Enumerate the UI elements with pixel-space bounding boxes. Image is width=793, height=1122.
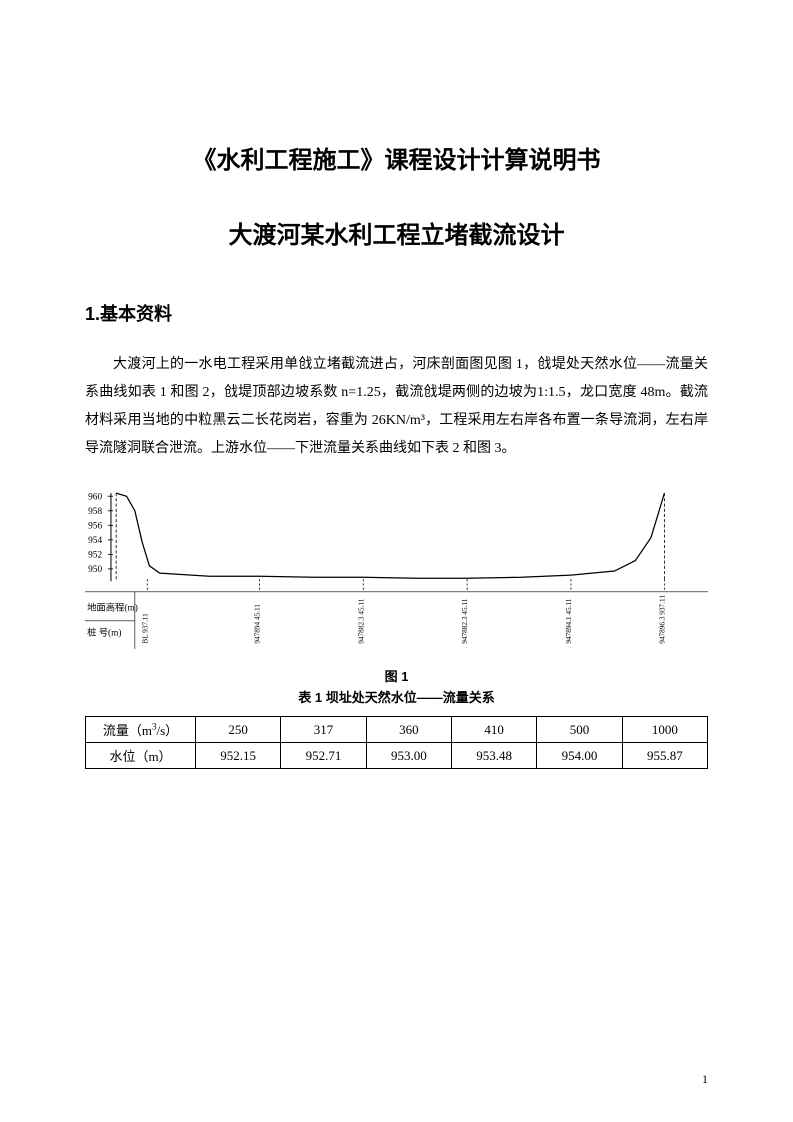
svg-text:950: 950	[88, 565, 102, 575]
svg-text:958: 958	[88, 507, 102, 517]
svg-text:桩 号(m): 桩 号(m)	[87, 626, 121, 638]
table-cell: 953.48	[451, 743, 536, 769]
table-cell: 955.87	[622, 743, 707, 769]
table-cell: 952.71	[281, 743, 366, 769]
svg-text:956: 956	[88, 521, 102, 531]
figure-1-caption: 图 1	[85, 666, 708, 685]
section-1-paragraph: 大渡河上的一水电工程采用单戗立堵截流进占，河床剖面图见图 1，戗堤处天然水位——…	[85, 351, 708, 463]
svg-text:BL 937.11: BL 937.11	[141, 613, 149, 644]
svg-text:947882.3 45.11: 947882.3 45.11	[461, 598, 469, 643]
table-1: 流量（m3/s） 250 317 360 410 500 1000 水位（m） …	[85, 716, 708, 769]
figure-1-chart: 960 958 956 954 952 950 地面高程(m) 桩 号(m) BL 937.11…	[85, 481, 708, 661]
table-cell: 954.00	[537, 743, 622, 769]
table-cell: 952.15	[196, 743, 281, 769]
table-cell: 360	[366, 717, 451, 743]
table-cell: 410	[451, 717, 536, 743]
document-subtitle: 大渡河某水利工程立堵截流设计	[85, 215, 708, 250]
svg-text:947882.3 45.11: 947882.3 45.11	[357, 598, 365, 643]
svg-text:947894.1 45.11: 947894.1 45.11	[565, 598, 573, 643]
table-cell-row-label: 水位（m）	[86, 743, 196, 769]
page-number: 1	[702, 1072, 708, 1087]
table-cell: 953.00	[366, 743, 451, 769]
svg-text:947896.3 937.11: 947896.3 937.11	[658, 595, 666, 644]
svg-text:954: 954	[88, 536, 102, 546]
svg-text:947894 45.11: 947894 45.11	[253, 604, 261, 644]
table-row: 水位（m） 952.15 952.71 953.00 953.48 954.00…	[86, 743, 708, 769]
document-title: 《水利工程施工》课程设计计算说明书	[85, 140, 708, 175]
table-row: 流量（m3/s） 250 317 360 410 500 1000	[86, 717, 708, 743]
svg-text:地面高程(m): 地面高程(m)	[87, 601, 138, 613]
table-cell: 250	[196, 717, 281, 743]
table-1-caption: 表 1 坝址处天然水位——流量关系	[85, 687, 708, 706]
table-cell: 317	[281, 717, 366, 743]
table-cell-row-label: 流量（m3/s）	[86, 717, 196, 743]
svg-text:952: 952	[88, 551, 102, 561]
table-cell: 500	[537, 717, 622, 743]
svg-text:960: 960	[88, 492, 102, 502]
riverbed-profile-svg: 960 958 956 954 952 950 地面高程(m) 桩 号(m) BL 937.11…	[85, 481, 708, 661]
table-cell: 1000	[622, 717, 707, 743]
section-heading-1: 1.基本资料	[85, 300, 708, 326]
